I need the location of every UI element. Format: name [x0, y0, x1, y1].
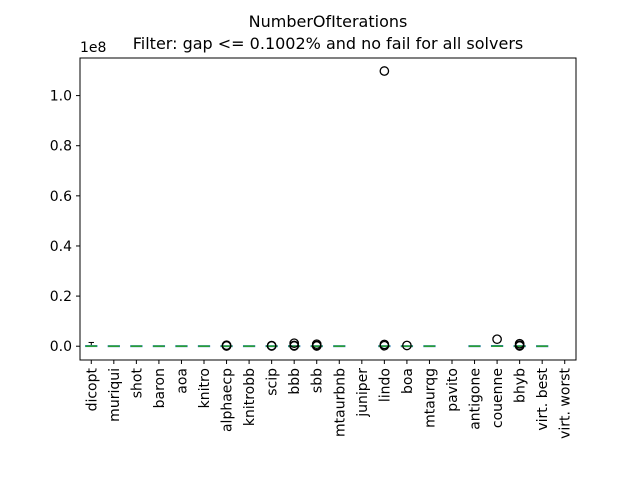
x-tick-label: knitro: [197, 368, 213, 408]
x-tick-label: dicopt: [84, 367, 100, 411]
box-bbb: [288, 338, 301, 351]
chart-subtitle: Filter: gap <= 0.1002% and no fail for a…: [133, 34, 523, 53]
box-bhyb: [513, 338, 526, 351]
outlier-point: [492, 334, 502, 345]
x-tick-label: bbb: [287, 368, 303, 395]
outlier-point: [514, 338, 525, 349]
y-tick-label: 1.0: [50, 89, 72, 105]
y-axis: 0.0 0.2 0.4 0.6 0.8 1.0: [50, 89, 80, 355]
x-tick-label: knitrobb: [242, 368, 258, 426]
outlier-point: [379, 339, 390, 350]
box-couenne: [490, 334, 504, 348]
outlier-point: [266, 340, 277, 351]
plot-area: [85, 66, 549, 351]
y-tick-label: 0.0: [50, 339, 72, 355]
x-tick-label: mtaurbnb: [332, 368, 348, 437]
y-tick-label: 0.6: [50, 189, 72, 205]
box-boa: [400, 340, 414, 351]
x-tick-label: sbb: [310, 368, 326, 393]
x-tick-label: baron: [152, 368, 168, 408]
box-scip: [265, 340, 278, 351]
box-muriqui: [107, 345, 120, 348]
x-tick-label: bhyb: [513, 368, 529, 403]
box-virt-best: [536, 345, 549, 348]
box-knitrobb: [242, 345, 256, 348]
x-tick-label: alphaecp: [220, 368, 236, 432]
plot-frame: [79, 57, 577, 361]
outlier-point: [379, 66, 390, 76]
box-mtaurbnb: [333, 345, 346, 348]
x-tick-label: antigone: [468, 368, 484, 430]
chart-title: NumberOfIterations: [249, 12, 408, 31]
y-tick-label: 0.2: [50, 289, 72, 305]
y-tick-label: 0.4: [50, 239, 72, 255]
box-alphaecp: [220, 340, 233, 351]
x-tick-label: juniper: [355, 368, 371, 418]
x-tick-label: shot: [129, 368, 145, 399]
x-tick-label: boa: [400, 368, 416, 394]
x-tick-label: lindo: [377, 368, 393, 402]
outlier-point: [289, 338, 300, 349]
x-tick-label: mtaurqg: [422, 368, 438, 428]
y-offset-label: 1e8: [80, 40, 106, 56]
x-axis: dicopt muriqui shot baron aoa knitro alphaecp k…: [84, 360, 574, 439]
box-baron: [152, 345, 166, 348]
outlier-point: [311, 339, 322, 350]
box-sbb: [310, 339, 323, 351]
box-dicopt: [85, 341, 98, 348]
x-tick-label: scip: [265, 368, 281, 396]
box-shot: [130, 345, 143, 348]
box-mtaurqg: [423, 345, 436, 348]
y-tick-label: 0.8: [50, 139, 72, 155]
box-aoa: [175, 345, 188, 348]
outlier-point: [221, 340, 232, 351]
x-tick-label: muriqui: [107, 368, 123, 422]
x-tick-label: couenne: [490, 368, 506, 428]
x-tick-label: virt. best: [535, 367, 551, 430]
box-lindo: [378, 66, 391, 351]
box-knitro: [197, 345, 211, 348]
outlier-point: [402, 340, 412, 351]
x-tick-label: virt. worst: [558, 367, 574, 438]
x-tick-label: pavito: [445, 368, 461, 412]
x-tick-label: aoa: [174, 368, 190, 394]
box-antigone: [468, 345, 481, 348]
